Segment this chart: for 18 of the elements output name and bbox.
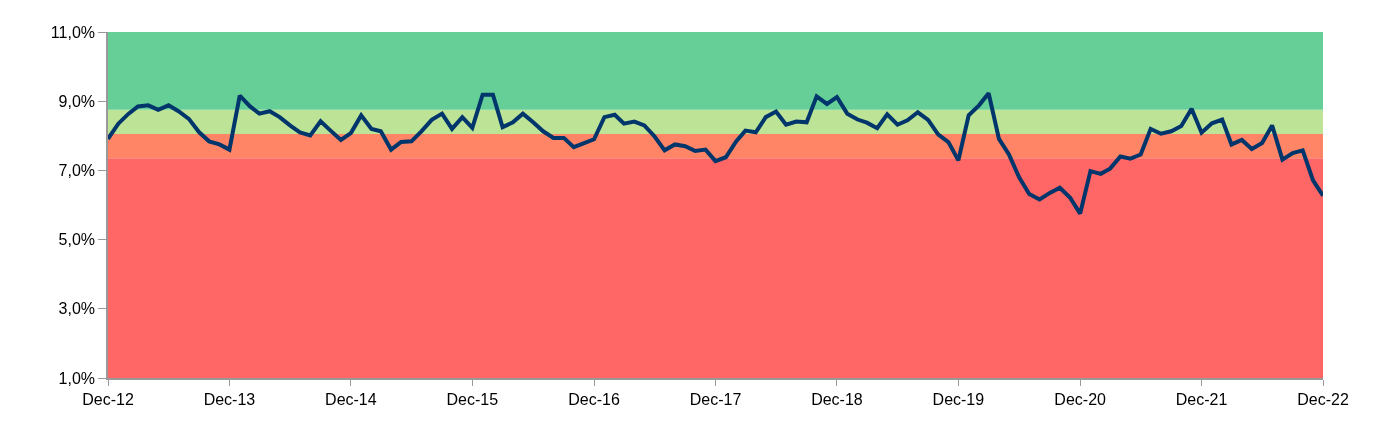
- x-tick-label: Dec-12: [82, 390, 134, 408]
- x-tick-label: Dec-19: [932, 390, 985, 408]
- x-tick-label: Dec-16: [568, 390, 620, 408]
- x-tick-label: Dec-17: [689, 390, 742, 408]
- y-tick-label: 1,0%: [58, 369, 96, 387]
- y-tick-label: 11,0%: [50, 23, 96, 41]
- x-tick-label: Dec-13: [203, 390, 256, 408]
- y-tick-label: 3,0%: [58, 300, 96, 318]
- x-tick-label: Dec-21: [1175, 390, 1228, 408]
- x-tick-label: Dec-22: [1297, 390, 1349, 408]
- y-tick-label: 7,0%: [58, 162, 96, 179]
- x-tick-label: Dec-14: [325, 390, 377, 408]
- y-tick-label: 9,0%: [58, 92, 96, 110]
- x-tick-label: Dec-20: [1054, 390, 1107, 408]
- line-series: [108, 91, 1323, 216]
- x-tick-label: Dec-18: [811, 390, 863, 408]
- x-tick-label: Dec-15: [446, 390, 499, 408]
- y-tick-label: 5,0%: [58, 231, 96, 249]
